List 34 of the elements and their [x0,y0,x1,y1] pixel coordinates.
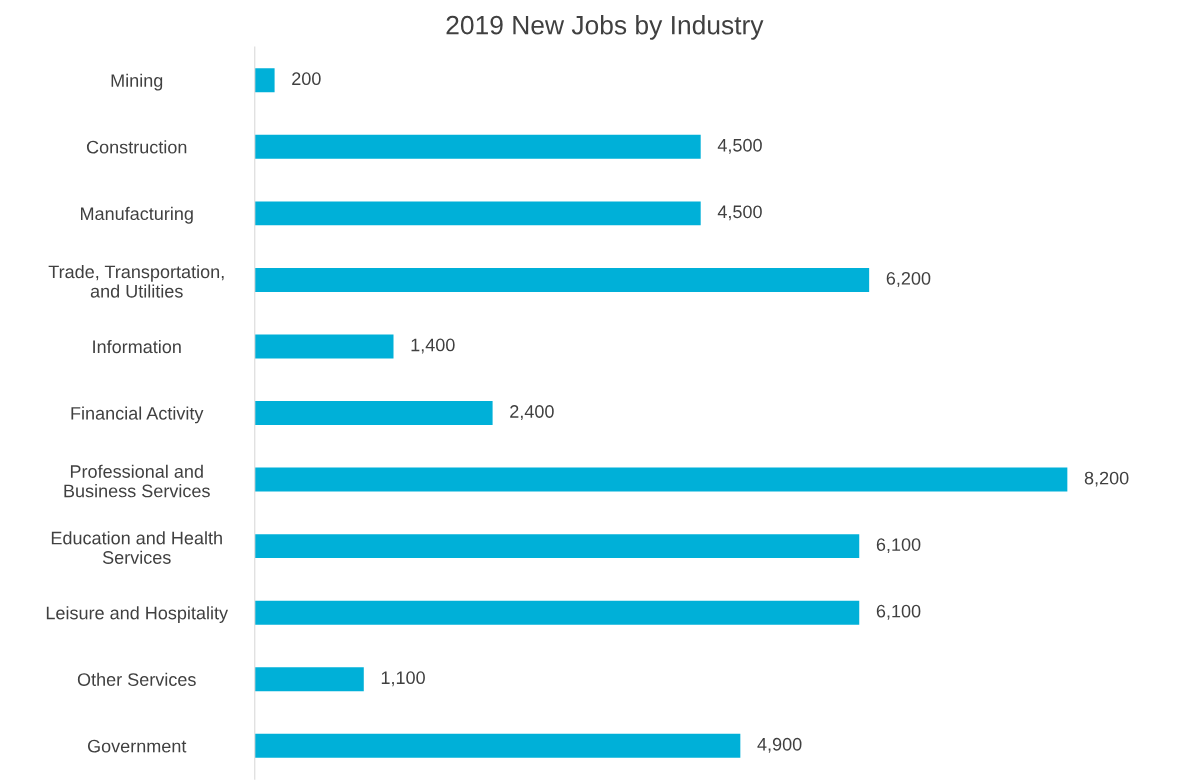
data-label: 6,200 [886,271,931,287]
y-tick-label: Other Services [77,672,196,686]
y-tick-label: Trade, Transportation, and Utilities [48,264,224,298]
y-tick-label: Mining [111,73,163,91]
data-label: 1,400 [411,338,455,354]
bar [254,600,860,625]
y-tick-label: Information [93,339,181,354]
y-tick-label: Construction [86,140,187,154]
bar [254,467,1068,492]
y-tick-label: Leisure and Hospitality [46,606,229,623]
data-label: 6,100 [876,538,921,554]
bar [254,201,701,226]
y-tick-label: Government [87,739,187,753]
bar [254,733,741,758]
bar [254,267,870,292]
bar [254,401,493,426]
bar [254,334,394,359]
data-label: 8,200 [1084,471,1129,487]
y-tick-label: Professional and Business Services [64,464,210,498]
data-label: 200 [292,72,321,86]
data-label: 6,100 [876,604,921,620]
bar [254,534,860,559]
bar [254,68,275,93]
y-tick-label: Manufacturing [81,206,193,224]
data-label: 2,400 [510,405,554,421]
data-label: 1,100 [381,671,425,687]
bar [254,134,701,159]
data-label: 4,500 [717,138,762,154]
data-label: 4,900 [757,737,802,753]
chart-title: 2019 New Jobs by Industry [446,15,764,40]
bar [254,667,364,692]
data-label: 4,500 [717,205,762,221]
y-tick-label: Education and Health Services [51,531,222,564]
y-tick-label: Financial Activity [71,406,204,424]
